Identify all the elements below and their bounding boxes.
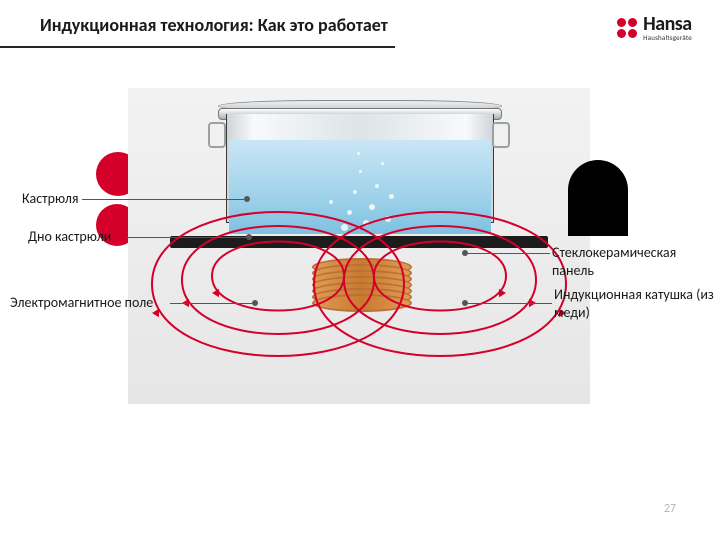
leader-coil — [468, 303, 552, 304]
leader-pot_bottom — [126, 237, 246, 238]
leader-dot-em_field — [252, 300, 258, 306]
pot-body — [226, 114, 494, 223]
leader-em_field — [170, 303, 252, 304]
logo-brand: Hansa — [643, 14, 692, 34]
brand-logo: Hansa Haushaltsgeräte — [617, 14, 692, 41]
pot-icon — [226, 100, 492, 222]
leader-pot — [82, 199, 244, 200]
black-shape-icon — [568, 160, 628, 236]
pot-handle-left — [208, 122, 226, 148]
title-underline — [0, 46, 395, 48]
page-number: 27 — [664, 502, 676, 516]
pot-handle-right — [492, 122, 510, 148]
label-glass_panel: Стеклокерамическая панель — [552, 244, 712, 280]
leader-dot-pot_bottom — [246, 234, 252, 240]
leader-dot-glass_panel — [462, 250, 468, 256]
leader-dot-coil — [462, 300, 468, 306]
page-title: Индукционная технология: Как это работае… — [40, 14, 388, 36]
label-em_field: Электромагнитное поле — [10, 294, 185, 312]
induction-coil-icon — [312, 258, 408, 314]
logo-subtitle: Haushaltsgeräte — [643, 34, 692, 41]
label-coil: Индукционная катушка (из меди) — [554, 286, 714, 322]
leader-dot-pot — [244, 196, 250, 202]
leader-glass_panel — [468, 253, 550, 254]
water — [229, 140, 491, 234]
logo-dots-icon — [617, 18, 637, 38]
